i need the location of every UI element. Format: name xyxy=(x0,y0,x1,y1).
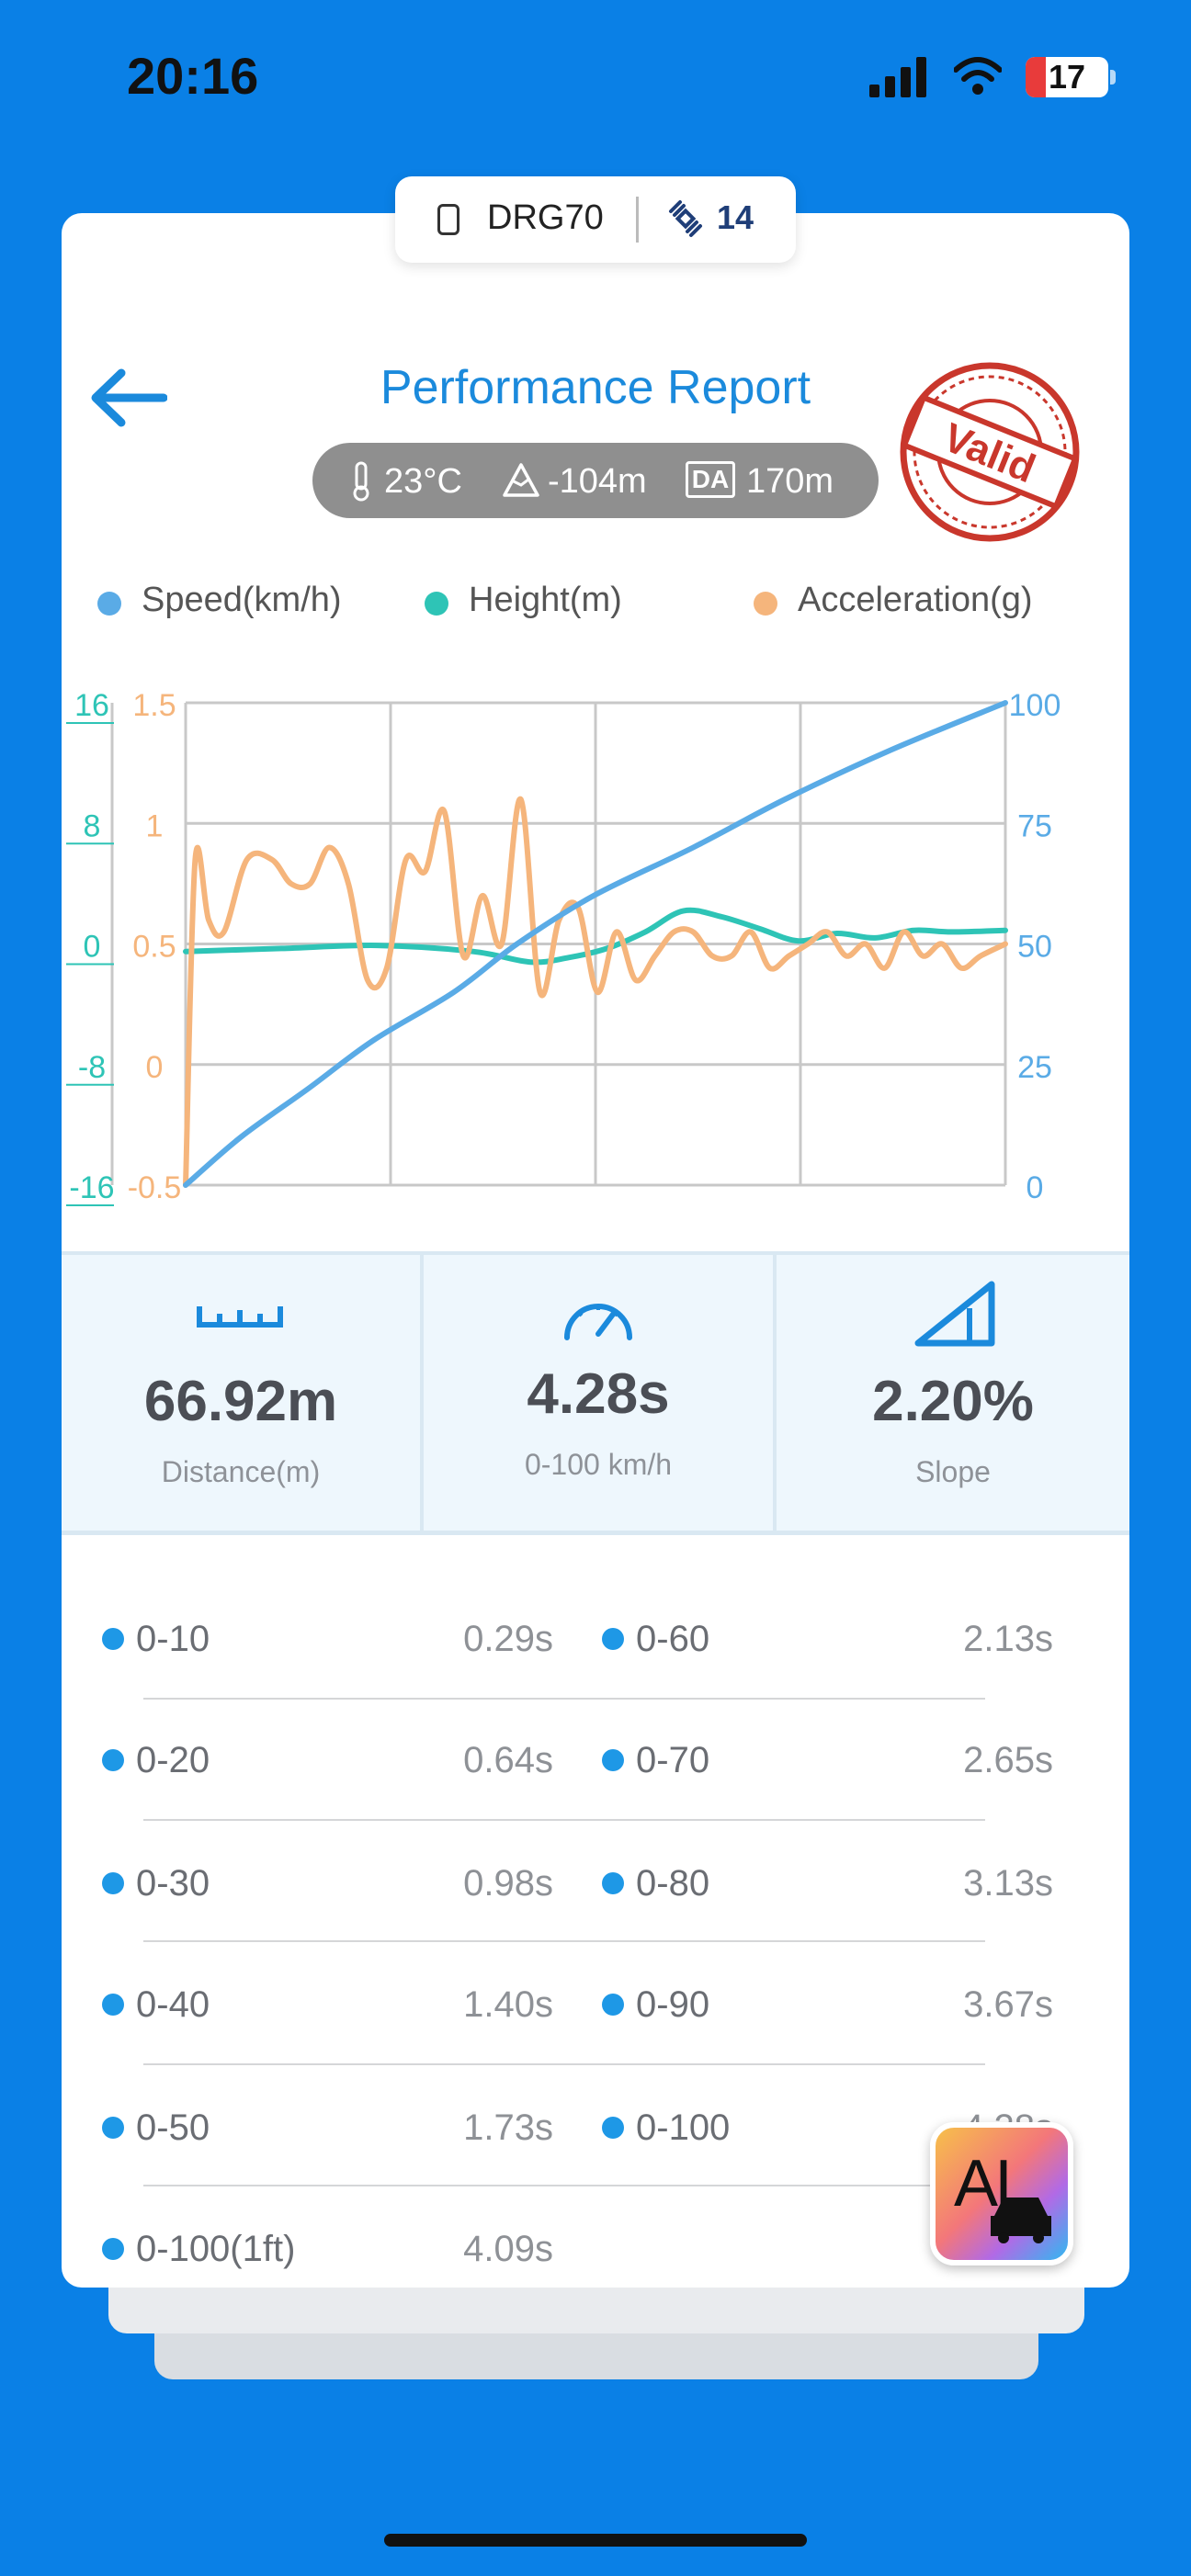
mountain-icon xyxy=(503,463,539,497)
accel-tick-label: 0.5 xyxy=(132,930,176,965)
split-label: 0-40 xyxy=(136,1984,210,2025)
split-value: 0.98s xyxy=(463,1863,553,1904)
split-dot xyxy=(102,1628,124,1650)
wifi-icon xyxy=(954,57,1002,95)
metrics-strip: 66.92m Distance(m) 4.28s 0-100 km/h 2.20… xyxy=(62,1251,1129,1535)
split-label: 0-50 xyxy=(136,2107,210,2148)
legend-label-height: Height(m) xyxy=(469,581,622,619)
ai-assistant-button[interactable]: AI xyxy=(930,2122,1073,2265)
satellite-count: 14 xyxy=(717,198,754,236)
speed-tick-label: 100 xyxy=(1009,688,1061,723)
distance-caption: Distance(m) xyxy=(161,1455,321,1488)
battery-level: 17 xyxy=(1048,58,1086,96)
distance-value: 66.92m xyxy=(143,1370,338,1433)
split-value: 2.65s xyxy=(963,1740,1053,1780)
split-label: 0-10 xyxy=(136,1619,210,1659)
height-tick-label: -16 xyxy=(69,1170,114,1205)
split-label: 0-70 xyxy=(636,1740,710,1780)
altitude-value: -104m xyxy=(548,462,647,501)
temperature-value: 23°C xyxy=(384,462,462,501)
split-value: 0.29s xyxy=(463,1619,553,1659)
split-label: 0-90 xyxy=(636,1984,710,2025)
height-tick-label: 16 xyxy=(74,688,109,723)
row-divider xyxy=(143,1940,985,1942)
thermometer-icon xyxy=(353,461,369,502)
split-value: 3.13s xyxy=(963,1863,1053,1904)
split-dot xyxy=(602,1749,624,1771)
row-divider xyxy=(143,1819,985,1821)
row-divider xyxy=(143,2185,985,2186)
zero-to-hundred-value: 4.28s xyxy=(527,1362,670,1426)
accel-tick-label: 1.5 xyxy=(132,688,176,723)
status-time: 20:16 xyxy=(127,47,259,105)
accel-tick-label: -0.5 xyxy=(128,1170,182,1205)
performance-chart: 16 8 0 -8 -16 1.5 1 0.5 0 -0.5 100 75 50 25 0 xyxy=(66,688,1061,1206)
split-label: 0-100 xyxy=(636,2107,731,2148)
split-dot xyxy=(102,1994,124,2016)
metric-0-100: 4.28s 0-100 km/h xyxy=(424,1255,773,1531)
metric-distance: 66.92m Distance(m) xyxy=(62,1255,420,1531)
accel-tick-label: 1 xyxy=(146,808,164,843)
speed-tick-label: 75 xyxy=(1017,808,1052,843)
series-line-speed xyxy=(183,700,1008,1188)
split-label: 0-80 xyxy=(636,1863,710,1904)
slope-value: 2.20% xyxy=(872,1370,1034,1433)
split-dot xyxy=(102,2238,124,2260)
density-altitude-value: 170m xyxy=(746,462,834,501)
zero-to-hundred-caption: 0-100 km/h xyxy=(524,1448,673,1481)
split-label: 0-20 xyxy=(136,1740,210,1780)
legend-label-speed: Speed(km/h) xyxy=(142,581,342,619)
series-line-accel xyxy=(183,796,1008,1188)
slope-caption: Slope xyxy=(915,1455,991,1488)
row-divider xyxy=(143,2063,985,2065)
split-dot xyxy=(102,1749,124,1771)
split-value: 0.64s xyxy=(463,1740,553,1780)
speed-tick-label: 25 xyxy=(1017,1050,1052,1085)
car-icon xyxy=(991,2198,1051,2243)
split-value: 3.67s xyxy=(963,1984,1053,2025)
device-icon xyxy=(437,204,459,235)
height-tick-label: -8 xyxy=(78,1050,106,1085)
slope-icon xyxy=(914,1281,995,1347)
speed-tick-label: 0 xyxy=(1027,1170,1044,1205)
device-pill[interactable]: DRG70 14 xyxy=(395,176,796,263)
valid-stamp: Valid xyxy=(900,362,1080,542)
split-value: 1.40s xyxy=(463,1984,553,2025)
row-divider xyxy=(143,1698,985,1700)
split-value: 2.13s xyxy=(963,1619,1053,1659)
legend-label-acceleration: Acceleration(g) xyxy=(798,581,1033,619)
metric-slope: 2.20% Slope xyxy=(777,1255,1129,1531)
split-dot xyxy=(602,1994,624,2016)
accel-tick-label: 0 xyxy=(146,1050,164,1085)
cellular-signal-icon xyxy=(869,57,926,97)
ruler-icon xyxy=(197,1306,283,1328)
height-tick-label: 0 xyxy=(84,930,101,965)
split-label: 0-100(1ft) xyxy=(136,2229,296,2269)
satellite-icon xyxy=(669,200,702,237)
split-dot xyxy=(602,1872,624,1894)
battery-icon: 17 xyxy=(1026,57,1108,97)
conditions-pill: 23°C -104m DA 170m xyxy=(312,443,879,518)
density-altitude-badge: DA xyxy=(686,461,735,498)
split-label: 0-30 xyxy=(136,1863,210,1904)
split-dot xyxy=(602,2117,624,2139)
speedometer-icon xyxy=(564,1304,632,1340)
split-value: 4.09s xyxy=(463,2229,553,2269)
split-value: 1.73s xyxy=(463,2107,553,2148)
home-indicator[interactable] xyxy=(384,2534,807,2547)
split-dot xyxy=(102,2117,124,2139)
height-tick-label: 8 xyxy=(84,808,101,843)
device-name: DRG70 xyxy=(487,198,604,237)
split-label: 0-60 xyxy=(636,1619,710,1659)
speed-tick-label: 50 xyxy=(1017,930,1052,965)
split-dot xyxy=(102,1872,124,1894)
split-dot xyxy=(602,1628,624,1650)
page-title: Performance Report xyxy=(380,361,811,414)
back-arrow-icon[interactable] xyxy=(90,367,167,428)
